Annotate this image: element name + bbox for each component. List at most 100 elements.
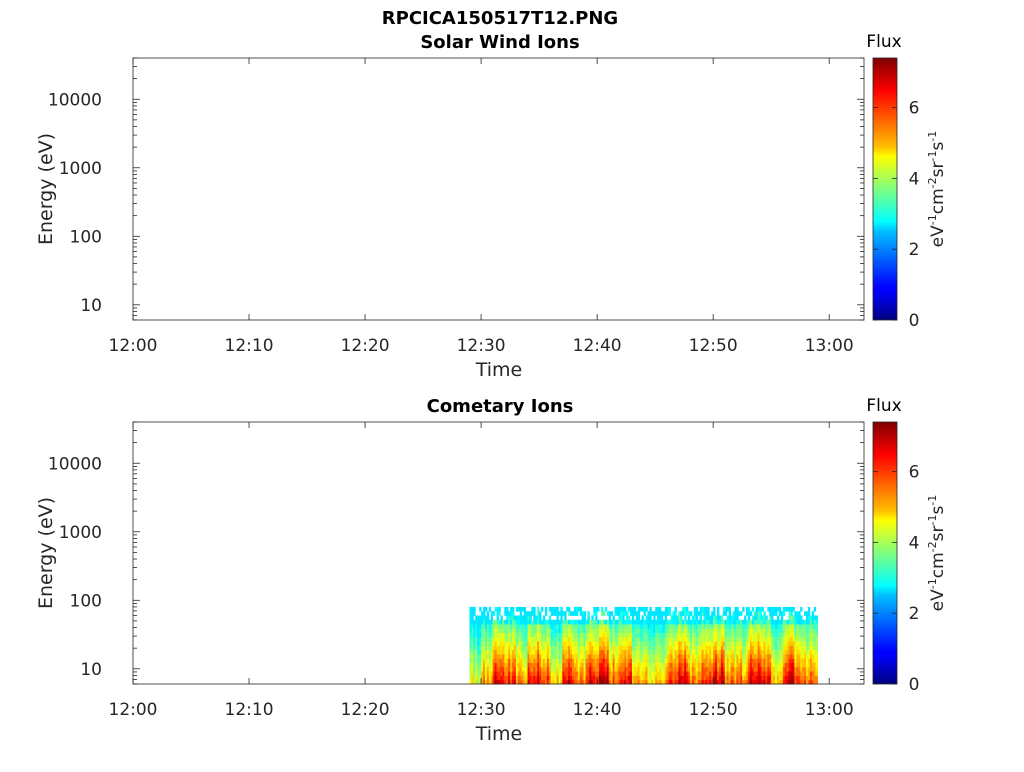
heatmap-cell [724, 636, 728, 642]
heatmap-cell [589, 671, 592, 676]
heatmap-cell [765, 675, 768, 681]
heatmap-cell [556, 636, 559, 642]
heatmap-cell [593, 624, 596, 629]
heatmap-cell [738, 675, 741, 681]
heatmap-cell [805, 666, 809, 672]
heatmap-cell [705, 666, 708, 672]
heatmap-cell [747, 645, 751, 651]
heatmap-cell [701, 662, 704, 668]
heatmap-cell [686, 624, 689, 629]
heatmap-cell [761, 619, 764, 625]
heatmap-cell [481, 628, 484, 634]
heatmap-cell [786, 606, 789, 612]
heatmap-cell [635, 654, 639, 659]
heatmap-cell [620, 615, 623, 621]
heatmap-cell [579, 641, 583, 646]
heatmap-cell [517, 671, 521, 676]
heatmap-cell [539, 615, 542, 621]
heatmap-cell [628, 619, 631, 625]
heatmap-cell [637, 666, 641, 672]
heatmap-cell [575, 645, 579, 651]
heatmap-cell [794, 641, 797, 646]
heatmap-cell [628, 641, 631, 646]
heatmap-cell [483, 666, 486, 672]
heatmap-cell [583, 649, 586, 655]
heatmap-cell [724, 662, 728, 668]
heatmap-cell [798, 632, 801, 638]
heatmap-cell [506, 628, 509, 634]
heatmap-cell [746, 675, 749, 681]
heatmap-cell [542, 619, 546, 625]
heatmap-cell [715, 636, 718, 642]
panel-title: Cometary Ions [427, 396, 574, 417]
heatmap-cell [717, 606, 720, 612]
heatmap-cell [492, 624, 496, 629]
heatmap-cell [802, 624, 805, 629]
heatmap-cell [697, 671, 701, 676]
heatmap-cell [666, 679, 670, 685]
heatmap-cell [786, 662, 789, 668]
colorbar [872, 57, 898, 321]
heatmap-cell [769, 679, 772, 685]
heatmap-cell [786, 649, 789, 655]
heatmap-cell [523, 645, 526, 651]
heatmap-cell [649, 636, 652, 642]
heatmap-cell [805, 662, 809, 668]
heatmap-cell [746, 645, 749, 651]
heatmap-cell [579, 636, 583, 642]
heatmap-cell [674, 632, 677, 638]
heatmap-cell [544, 649, 548, 655]
heatmap-cell [577, 619, 581, 625]
heatmap-cell [746, 619, 749, 625]
heatmap-cell [508, 658, 511, 663]
heatmap-cell [670, 615, 673, 621]
heatmap-cell [531, 662, 534, 668]
heatmap-cell [506, 615, 509, 621]
heatmap-cell [537, 624, 540, 629]
heatmap-cell [662, 645, 666, 651]
heatmap-cell [732, 636, 735, 642]
heatmap-cell [755, 671, 759, 676]
heatmap-cell [713, 649, 716, 655]
heatmap-cell [554, 619, 557, 625]
heatmap-cell [473, 606, 476, 612]
heatmap-cell [633, 619, 637, 625]
heatmap-cell [570, 611, 573, 616]
heatmap-cell [527, 636, 530, 642]
heatmap-cell [763, 679, 766, 685]
heatmap-cell [809, 671, 813, 676]
heatmap-cell [471, 611, 474, 616]
heatmap-cell [577, 632, 581, 638]
heatmap-cell [570, 632, 573, 638]
heatmap-cell [753, 671, 757, 676]
heatmap-cell [699, 662, 702, 668]
heatmap-cell [550, 641, 554, 646]
heatmap-cell [558, 628, 561, 634]
heatmap-cell [732, 658, 735, 663]
heatmap-cell [521, 645, 525, 651]
colorbar-tick-label: 2 [909, 240, 920, 260]
heatmap-cell [672, 654, 675, 659]
heatmap-cell [513, 628, 517, 634]
heatmap-cell [558, 662, 561, 668]
heatmap-cell [664, 611, 668, 616]
heatmap-cell [502, 666, 505, 672]
heatmap-cell [512, 619, 515, 625]
heatmap-cell [660, 658, 664, 663]
heatmap-cell [740, 641, 743, 646]
heatmap-cell [701, 641, 704, 646]
heatmap-cell [626, 636, 629, 642]
heatmap-cell [575, 619, 579, 625]
heatmap-cell [525, 645, 528, 651]
heatmap-cell [666, 649, 670, 655]
heatmap-cell [475, 662, 478, 668]
heatmap-cell [717, 632, 720, 638]
heatmap-cell [722, 658, 726, 663]
heatmap-cell [508, 611, 511, 616]
heatmap-cell [531, 606, 534, 612]
heatmap-cell [761, 645, 764, 651]
heatmap-cell [564, 679, 567, 685]
heatmap-cell [552, 654, 555, 659]
heatmap-cell [736, 658, 739, 663]
heatmap-cell [560, 675, 563, 681]
